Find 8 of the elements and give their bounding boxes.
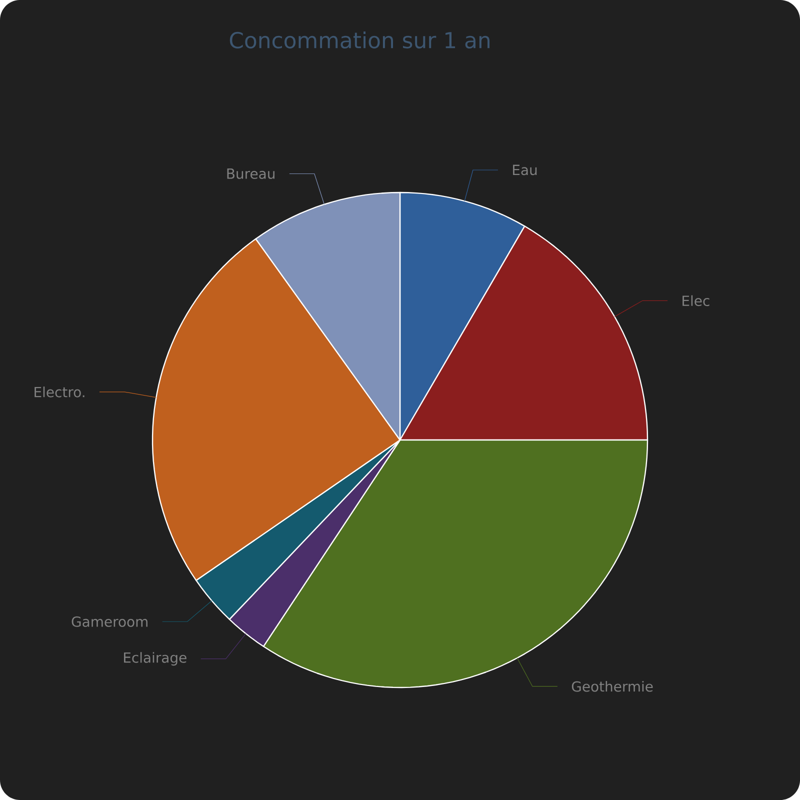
slice-label: Elec xyxy=(682,295,710,306)
slice-label: Geothermie xyxy=(572,680,653,692)
slice-label: Electro. xyxy=(34,386,84,398)
slice-label: Bureau xyxy=(227,168,274,179)
slice-label: Gameroom xyxy=(72,616,148,627)
slice-label: Eclairage xyxy=(124,652,186,666)
chart-title: Concommation sur 1 an xyxy=(230,32,490,48)
slice-label: Eau xyxy=(513,164,537,176)
